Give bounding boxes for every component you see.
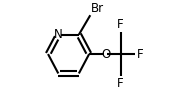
- Text: Br: Br: [91, 2, 104, 15]
- Text: F: F: [137, 48, 143, 61]
- Text: F: F: [117, 77, 124, 90]
- Text: F: F: [117, 18, 124, 31]
- Text: O: O: [101, 48, 110, 61]
- Text: N: N: [54, 28, 63, 41]
